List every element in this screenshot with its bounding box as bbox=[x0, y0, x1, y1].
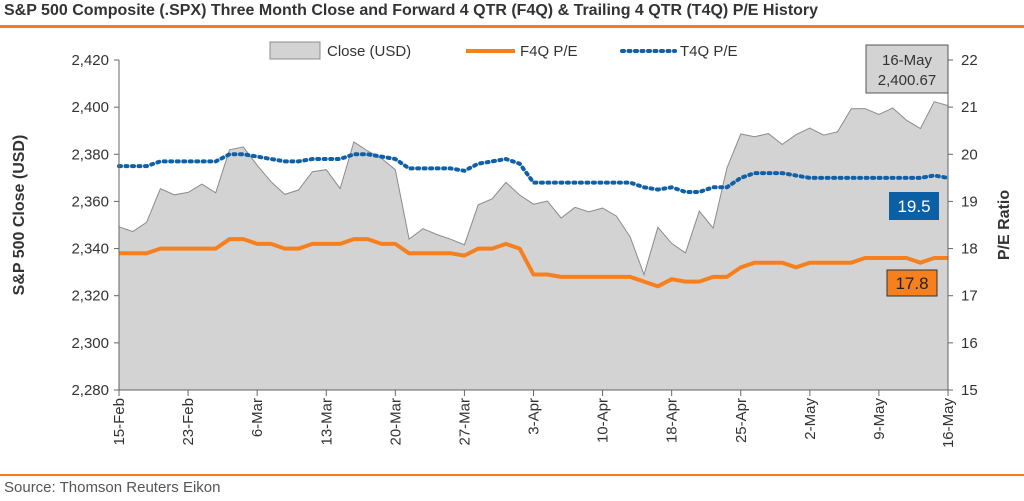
chart-title: S&P 500 Composite (.SPX) Three Month Clo… bbox=[4, 2, 819, 19]
legend: Close (USD) F4Q P/E T4Q P/E bbox=[269, 41, 738, 60]
x-tick-label: 27-Mar bbox=[456, 398, 473, 446]
pe-lines-layer bbox=[117, 152, 950, 289]
left-tick-label: 2,300 bbox=[71, 335, 109, 352]
t4q-callout: 19.5 bbox=[889, 192, 939, 220]
f4q-line bbox=[119, 237, 948, 289]
left-axis-title: S&P 500 Close (USD) bbox=[11, 135, 28, 296]
source-rule bbox=[0, 474, 1024, 476]
t4q-callout-value: 19.5 bbox=[897, 197, 930, 216]
right-tick-label: 18 bbox=[961, 241, 978, 258]
x-tick-label: 6-Mar bbox=[249, 398, 266, 437]
x-tick-label: 13-Mar bbox=[318, 398, 335, 446]
right-tick-label: 19 bbox=[961, 193, 978, 210]
f4q-callout-box bbox=[886, 269, 938, 297]
x-tick-label: 15-Feb bbox=[111, 398, 128, 446]
t4q-line bbox=[117, 152, 950, 194]
left-tick-label: 2,380 bbox=[71, 146, 109, 163]
left-axis-ticks: 2,280 2,300 2,320 2,340 2,360 2,380 2,400 2,420 bbox=[71, 52, 119, 399]
x-tick-label: 18-Apr bbox=[664, 398, 681, 443]
right-axis-ticks: 15 16 17 18 19 20 21 22 bbox=[948, 52, 978, 399]
x-tick-label: 23-Feb bbox=[180, 398, 197, 446]
legend-swatch-close bbox=[269, 41, 321, 60]
right-tick-label: 22 bbox=[961, 52, 978, 69]
source-note: Source: Thomson Reuters Eikon bbox=[4, 479, 221, 496]
f4q-callout-value: 17.8 bbox=[895, 274, 928, 293]
x-tick-label: 16-May bbox=[940, 398, 957, 449]
legend-label-close: Close (USD) bbox=[327, 43, 411, 60]
right-tick-label: 16 bbox=[961, 335, 978, 352]
f4q-callout: 17.8 bbox=[886, 269, 938, 297]
last-close-value: 2,400.67 bbox=[878, 72, 936, 89]
left-tick-label: 2,320 bbox=[71, 288, 109, 305]
close-area bbox=[119, 101, 948, 390]
chart: 2,280 2,300 2,320 2,340 2,360 2,380 2,400 2,420… bbox=[11, 41, 1013, 448]
left-tick-label: 2,400 bbox=[71, 99, 109, 116]
title-rule bbox=[0, 25, 1024, 28]
left-tick-label: 2,280 bbox=[71, 382, 109, 399]
last-close-date: 16-May bbox=[882, 52, 933, 69]
x-tick-label: 2-May bbox=[802, 398, 819, 440]
left-tick-label: 2,420 bbox=[71, 52, 109, 69]
x-tick-label: 9-May bbox=[871, 398, 888, 440]
left-tick-label: 2,360 bbox=[71, 193, 109, 210]
t4q-callout-box bbox=[889, 192, 939, 220]
right-tick-label: 21 bbox=[961, 99, 978, 116]
right-axis-title: P/E Ratio bbox=[996, 190, 1013, 260]
right-tick-label: 17 bbox=[961, 288, 978, 305]
x-tick-label: 3-Apr bbox=[526, 398, 543, 435]
close-area-outline bbox=[118, 101, 949, 277]
x-tick-label: 10-Apr bbox=[595, 398, 612, 443]
last-close-callout: 16-May 2,400.67 bbox=[865, 44, 949, 94]
right-tick-label: 20 bbox=[961, 146, 978, 163]
close-area-layer bbox=[118, 101, 949, 390]
x-axis-ticks: 15-Feb 23-Feb 6-Mar 13-Mar 20-Mar 27-Mar 3-Apr… bbox=[111, 390, 957, 448]
x-tick-label: 25-Apr bbox=[733, 398, 750, 443]
legend-label-f4q: F4Q P/E bbox=[520, 43, 578, 60]
legend-label-t4q: T4Q P/E bbox=[680, 43, 738, 60]
x-tick-label: 20-Mar bbox=[387, 398, 404, 446]
right-tick-label: 15 bbox=[961, 382, 978, 399]
last-close-box bbox=[865, 44, 949, 94]
left-tick-label: 2,340 bbox=[71, 241, 109, 258]
